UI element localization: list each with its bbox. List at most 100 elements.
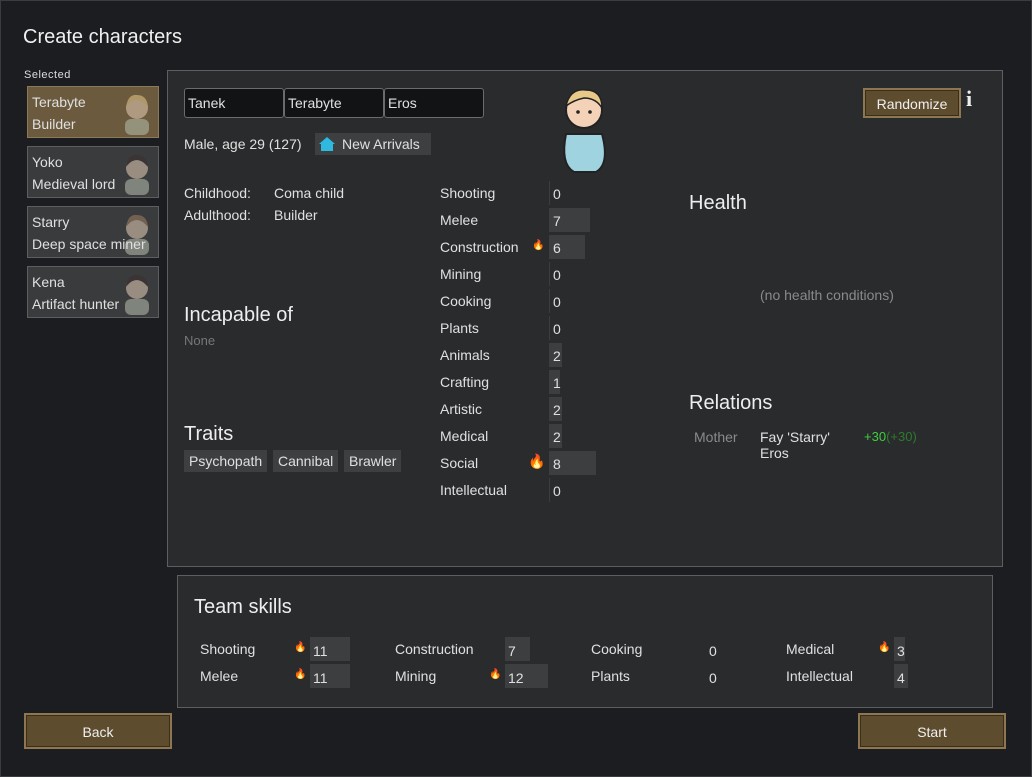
traits-title: Traits bbox=[184, 423, 234, 445]
health-empty: (no health conditions) bbox=[760, 287, 894, 303]
skill-divider bbox=[549, 397, 550, 421]
skill-row[interactable]: Construction 🔥 6 bbox=[440, 235, 640, 259]
minor-passion-icon: 🔥 bbox=[294, 642, 307, 653]
skill-level: 0 bbox=[553, 483, 561, 499]
minor-passion-icon: 🔥 bbox=[878, 642, 891, 653]
relation-opinion: +30(+30) bbox=[864, 429, 917, 444]
skill-level: 7 bbox=[553, 213, 561, 229]
relations-title: Relations bbox=[689, 392, 773, 414]
skill-row[interactable]: Mining 0 bbox=[440, 262, 640, 286]
pawn-card[interactable]: Terabyte Builder bbox=[27, 86, 159, 138]
team-skill-row: Plants 0 bbox=[591, 664, 771, 688]
skill-level: 2 bbox=[553, 402, 561, 418]
team-skill-level: 0 bbox=[709, 643, 717, 659]
skill-name: Social bbox=[440, 455, 479, 471]
pawn-name: Kena bbox=[32, 274, 65, 290]
skill-divider bbox=[549, 343, 550, 367]
childhood-label: Childhood: bbox=[184, 185, 251, 201]
skill-row[interactable]: Social 🔥 8 bbox=[440, 451, 640, 475]
team-skill-name: Intellectual bbox=[786, 668, 853, 684]
adulthood-label: Adulthood: bbox=[184, 207, 251, 223]
team-skill-row: Melee 🔥 11 bbox=[200, 664, 380, 688]
incapable-value: None bbox=[184, 333, 216, 348]
adulthood-value[interactable]: Builder bbox=[274, 207, 318, 223]
incapable-title: Incapable of bbox=[184, 304, 293, 326]
skill-row[interactable]: Shooting 0 bbox=[440, 181, 640, 205]
page-title: Create characters bbox=[23, 26, 182, 48]
team-skill-bar bbox=[310, 664, 350, 688]
pawn-role: Builder bbox=[32, 116, 76, 132]
pawn-name: Terabyte bbox=[32, 94, 86, 110]
skill-name: Artistic bbox=[440, 401, 482, 417]
skill-level: 0 bbox=[553, 321, 561, 337]
info-icon[interactable]: i bbox=[966, 86, 973, 111]
skill-bar bbox=[550, 235, 585, 259]
team-skill-name: Cooking bbox=[591, 641, 643, 657]
faction-button[interactable]: New Arrivals bbox=[315, 133, 431, 155]
skill-level: 8 bbox=[553, 456, 561, 472]
last-name-input[interactable]: Eros bbox=[384, 88, 484, 118]
skill-name: Cooking bbox=[440, 293, 492, 309]
skill-divider bbox=[549, 235, 550, 259]
skill-divider bbox=[549, 262, 550, 286]
skill-row[interactable]: Animals 2 bbox=[440, 343, 640, 367]
skill-row[interactable]: Cooking 0 bbox=[440, 289, 640, 313]
pawn-portrait bbox=[125, 94, 149, 135]
childhood-value[interactable]: Coma child bbox=[274, 185, 345, 201]
pawn-portrait bbox=[125, 154, 149, 195]
skill-bar bbox=[550, 370, 560, 394]
skill-bar bbox=[550, 208, 591, 232]
minor-passion-icon: 🔥 bbox=[294, 669, 307, 680]
pawn-card[interactable]: Starry Deep space miner bbox=[27, 206, 159, 258]
minor-passion-icon: 🔥 bbox=[532, 240, 545, 251]
team-skills-title: Team skills bbox=[194, 596, 292, 618]
relation-type: Mother bbox=[694, 429, 738, 445]
skill-divider bbox=[549, 316, 550, 340]
team-skill-level: 4 bbox=[897, 670, 905, 686]
opinion-other: (+30) bbox=[886, 429, 917, 444]
skill-name: Construction bbox=[440, 239, 519, 255]
randomize-button[interactable]: Randomize bbox=[863, 88, 961, 118]
back-button[interactable]: Back bbox=[24, 713, 172, 749]
skill-bar bbox=[550, 343, 562, 367]
skill-name: Plants bbox=[440, 320, 479, 336]
relation-name[interactable]: Fay 'Starry' Eros bbox=[760, 429, 830, 461]
skill-level: 2 bbox=[553, 429, 561, 445]
team-skill-name: Melee bbox=[200, 668, 239, 684]
skill-row[interactable]: Intellectual 0 bbox=[440, 478, 640, 502]
pawn-portrait bbox=[125, 214, 149, 255]
major-passion-icon: 🔥 bbox=[528, 453, 546, 469]
skill-bar bbox=[550, 424, 562, 448]
skill-level: 0 bbox=[553, 267, 561, 283]
skill-level: 1 bbox=[553, 375, 561, 391]
skill-name: Intellectual bbox=[440, 482, 507, 498]
skill-row[interactable]: Artistic 2 bbox=[440, 397, 640, 421]
skill-level: 6 bbox=[553, 240, 561, 256]
team-skill-row: Intellectual 4 bbox=[786, 664, 966, 688]
skill-bar bbox=[550, 397, 562, 421]
team-skill-row: Construction 7 bbox=[395, 637, 575, 661]
start-button[interactable]: Start bbox=[858, 713, 1006, 749]
team-skill-name: Construction bbox=[395, 641, 474, 657]
team-skill-row: Mining 🔥 12 bbox=[395, 664, 575, 688]
skill-name: Shooting bbox=[440, 185, 496, 201]
pawn-role: Artifact hunter bbox=[32, 296, 120, 312]
pawn-role: Medieval lord bbox=[32, 176, 116, 192]
pawn-card[interactable]: Yoko Medieval lord bbox=[27, 146, 159, 198]
skill-name: Mining bbox=[440, 266, 482, 282]
pawn-card[interactable]: Kena Artifact hunter bbox=[27, 266, 159, 318]
pawn-name: Starry bbox=[32, 214, 70, 230]
skill-row[interactable]: Medical 2 bbox=[440, 424, 640, 448]
house-icon bbox=[319, 137, 335, 151]
trait-chip[interactable]: Brawler bbox=[344, 450, 402, 472]
trait-chip[interactable]: Cannibal bbox=[273, 450, 339, 472]
minor-passion-icon: 🔥 bbox=[489, 669, 502, 680]
skill-row[interactable]: Plants 0 bbox=[440, 316, 640, 340]
skill-row[interactable]: Melee 7 bbox=[440, 208, 640, 232]
nickname-input[interactable]: Terabyte bbox=[284, 88, 384, 118]
trait-chip[interactable]: Psychopath bbox=[184, 450, 268, 472]
first-name-input[interactable]: Tanek bbox=[184, 88, 284, 118]
selected-label: Selected bbox=[24, 69, 71, 81]
pawn-role: Deep space miner bbox=[32, 236, 146, 252]
skill-row[interactable]: Crafting 1 bbox=[440, 370, 640, 394]
